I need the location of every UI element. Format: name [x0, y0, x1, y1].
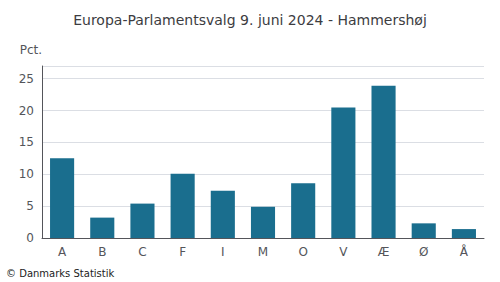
svg-text:Ø: Ø: [419, 245, 428, 259]
svg-text:20: 20: [19, 104, 34, 118]
svg-text:I: I: [221, 245, 225, 259]
svg-text:25: 25: [19, 72, 34, 86]
svg-text:10: 10: [19, 167, 34, 181]
svg-text:M: M: [258, 245, 268, 259]
svg-text:Å: Å: [460, 244, 469, 259]
svg-text:O: O: [298, 245, 307, 259]
svg-text:A: A: [58, 245, 67, 259]
svg-text:5: 5: [26, 199, 34, 213]
svg-text:Æ: Æ: [378, 245, 390, 259]
svg-text:0: 0: [26, 231, 34, 245]
svg-text:F: F: [179, 245, 186, 259]
svg-text:C: C: [138, 245, 146, 259]
svg-text:15: 15: [19, 135, 34, 149]
svg-text:Pct.: Pct.: [20, 43, 42, 57]
svg-text:V: V: [339, 245, 348, 259]
svg-text:© Danmarks Statistik: © Danmarks Statistik: [6, 268, 115, 279]
svg-text:B: B: [98, 245, 106, 259]
svg-text:Europa-Parlamentsvalg 9. juni: Europa-Parlamentsvalg 9. juni 2024 - Ham…: [73, 12, 427, 28]
